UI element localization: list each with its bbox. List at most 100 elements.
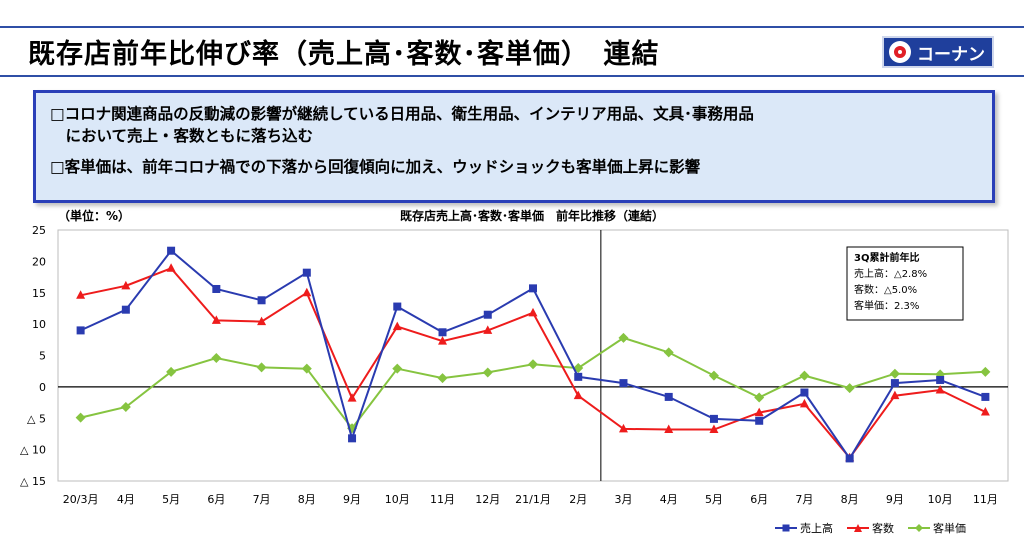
data-point-square — [890, 379, 899, 388]
y-tick-label: △ 10 — [20, 444, 46, 457]
chart-legend: 売上高 客数 客単価 — [775, 520, 966, 536]
data-point-diamond — [166, 366, 177, 377]
data-point-square — [257, 296, 266, 305]
x-tick-label: 6月 — [750, 493, 768, 506]
data-point-triangle — [573, 390, 583, 400]
y-tick-label: 20 — [32, 255, 46, 268]
data-point-triangle — [392, 321, 402, 331]
legend-item-customers: 客数 — [847, 520, 894, 536]
line-chart: （単位：%） 既存店売上高･客数･客単価 前年比推移（連結） 25 20 15 10 5… — [20, 208, 1009, 506]
chart-title: 既存店売上高･客数･客単価 前年比推移（連結） — [400, 208, 664, 223]
legend-label-unit-price: 客単価 — [933, 522, 966, 535]
x-tick-label: 4月 — [660, 493, 678, 506]
data-point-triangle — [121, 280, 131, 290]
data-point-triangle — [302, 287, 312, 297]
data-point-diamond — [844, 383, 855, 394]
data-point-diamond — [754, 392, 765, 403]
data-point-diamond — [799, 370, 810, 381]
y-tick-label: 0 — [39, 381, 46, 394]
data-point-square — [121, 305, 130, 314]
data-point-triangle — [980, 406, 990, 416]
legend-label-sales: 売上高 — [800, 522, 833, 535]
data-point-square — [936, 375, 945, 384]
x-tick-label: 4月 — [117, 493, 135, 506]
data-point-diamond — [618, 332, 629, 343]
x-tick-label: 8月 — [841, 493, 859, 506]
data-point-triangle — [528, 307, 538, 317]
legend-triangle-marker-icon — [847, 524, 869, 532]
data-point-diamond — [120, 401, 131, 412]
data-point-triangle — [166, 263, 176, 272]
data-point-diamond — [482, 367, 493, 378]
data-point-diamond — [75, 412, 86, 423]
data-point-square — [664, 392, 673, 401]
data-point-diamond — [256, 362, 267, 373]
legend-item-sales: 売上高 — [775, 520, 833, 536]
data-point-square — [76, 326, 85, 335]
data-point-diamond — [301, 363, 312, 374]
data-point-diamond — [437, 373, 448, 384]
data-point-triangle — [709, 424, 719, 434]
data-point-square — [348, 434, 357, 443]
company-logo: コーナン — [882, 36, 994, 68]
x-tick-label: 11月 — [430, 493, 455, 506]
chart-unit-label: （単位：%） — [58, 208, 130, 223]
page-title: 既存店前年比伸び率（売上高･客数･客単価） 連結 — [28, 39, 660, 70]
ytd-annotation-unit-price: 客単価：2.3% — [854, 299, 919, 312]
y-tick-label: 10 — [32, 318, 46, 331]
ytd-annotation-title: 3Q累計前年比 — [854, 251, 919, 264]
data-point-square — [981, 392, 990, 401]
series-line-3 — [80, 336, 986, 430]
ytd-annotation-customers: 客数：△5.0% — [854, 283, 917, 296]
data-point-square — [755, 416, 764, 425]
title-divider — [0, 75, 1024, 77]
data-point-square — [302, 268, 311, 277]
data-point-triangle — [347, 393, 357, 402]
x-tick-label: 9月 — [343, 493, 361, 506]
legend-diamond-marker-icon — [908, 524, 930, 532]
data-point-diamond — [528, 359, 538, 370]
data-point-diamond — [211, 353, 222, 364]
data-point-triangle — [483, 325, 493, 334]
data-point-triangle — [664, 424, 674, 434]
data-point-diamond — [392, 363, 403, 374]
logo-text: コーナン — [917, 44, 985, 65]
legend-item-unit-price: 客単価 — [908, 520, 966, 536]
summary-note-2: □客単価は、前年コロナ禍での下落から回復傾向に加え、ウッドショックも客単価上昇に… — [50, 158, 701, 176]
logo-mark-icon — [889, 41, 911, 63]
data-point-square — [574, 372, 583, 381]
data-point-square — [619, 379, 628, 388]
data-point-triangle — [935, 385, 945, 394]
ytd-annotation-sales: 売上高：△2.8% — [854, 267, 927, 280]
data-point-diamond — [663, 347, 674, 358]
data-point-square — [709, 414, 718, 423]
x-tick-label: 11月 — [973, 493, 998, 506]
x-tick-label: 21/1月 — [515, 493, 551, 506]
x-tick-label: 9月 — [886, 493, 904, 506]
y-tick-label: 25 — [32, 224, 46, 237]
y-tick-label: △ 15 — [20, 475, 46, 488]
ytd-annotation-box: 3Q累計前年比 売上高：△2.8% 客数：△5.0% 客単価：2.3% — [846, 246, 964, 321]
x-tick-label: 10月 — [928, 493, 953, 506]
top-accent-line — [0, 26, 1024, 28]
x-tick-label: 20/3月 — [63, 493, 99, 506]
x-tick-label: 3月 — [614, 493, 632, 506]
data-point-triangle — [257, 316, 267, 326]
legend-square-marker-icon — [775, 524, 797, 532]
data-point-triangle — [618, 423, 628, 433]
data-point-triangle — [211, 315, 221, 324]
data-point-square — [438, 328, 447, 337]
x-tick-label: 10月 — [385, 493, 410, 506]
data-point-triangle — [754, 407, 764, 417]
x-tick-label: 12月 — [475, 493, 500, 506]
data-point-square — [800, 388, 809, 397]
x-tick-label: 6月 — [207, 493, 225, 506]
y-tick-label: △ 5 — [27, 412, 46, 425]
x-tick-label: 5月 — [162, 493, 180, 506]
data-point-square — [483, 310, 492, 319]
data-point-square — [212, 284, 221, 293]
x-tick-label: 5月 — [705, 493, 723, 506]
y-tick-label: 5 — [39, 350, 46, 363]
x-tick-label: 2月 — [569, 493, 587, 506]
x-tick-label: 8月 — [298, 493, 316, 506]
